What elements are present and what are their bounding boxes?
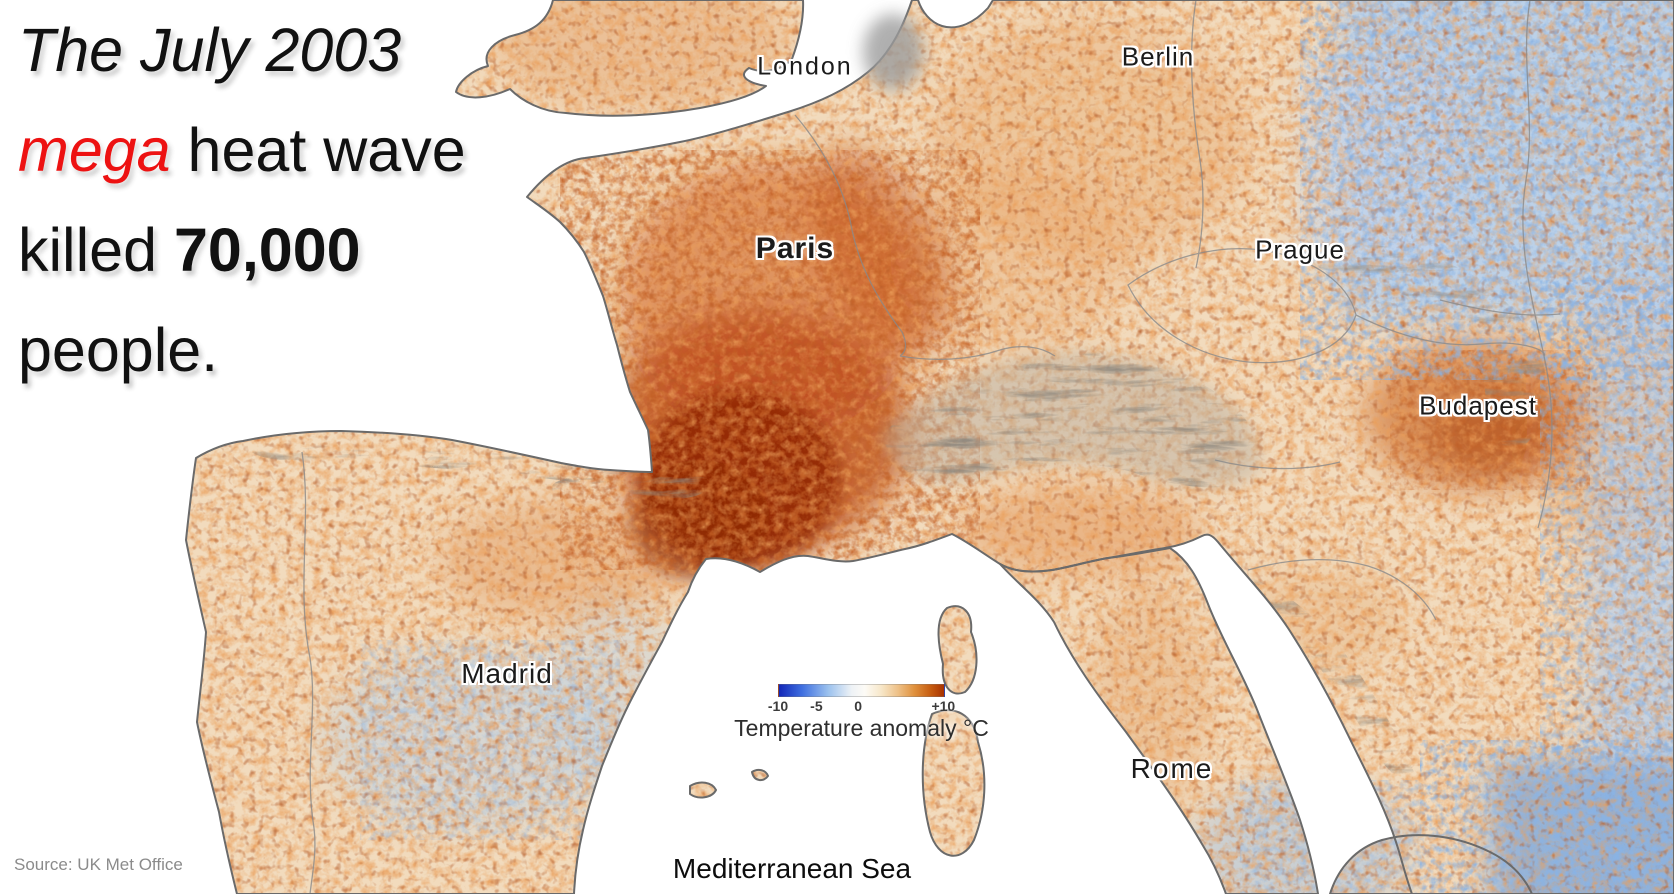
city-label-london: London [757, 52, 853, 81]
city-label-berlin: Berlin [1121, 41, 1195, 72]
sea-label: Mediterranean Sea [672, 853, 912, 884]
city-label-madrid: Madrid [461, 658, 553, 689]
country-borders [301, 0, 1561, 894]
headline-accent: mega [18, 116, 171, 184]
headline-line2-rest: heat wave [170, 116, 466, 184]
source-note: Source: UK Met Office [14, 855, 183, 874]
city-label-paris: Paris [755, 232, 835, 265]
headline-line4: people. [18, 316, 219, 384]
legend: -10 -5 0 +10 Temperature anomaly °C [734, 684, 989, 741]
legend-tick--10: -10 [767, 698, 789, 714]
sea-gray-patch [863, 14, 923, 90]
headline-death-toll: 70,000 [173, 216, 361, 284]
city-label-rome: Rome [1130, 753, 1214, 784]
legend-title: Temperature anomaly °C [734, 715, 989, 741]
city-label-prague: Prague [1255, 234, 1345, 265]
headline-line2: mega heat wave [18, 100, 466, 200]
legend-tick-0: 0 [854, 698, 863, 714]
headline-line3-lead: killed [18, 216, 174, 284]
legend-ticks: -10 -5 0 +10 [768, 697, 955, 714]
headline-line1: The July 2003 [18, 16, 402, 84]
legend-colorbar [778, 684, 945, 697]
headline-line3: killed 70,000 [18, 200, 466, 300]
city-label-budapest: Budapest [1419, 390, 1537, 421]
legend-tick--5: -5 [810, 698, 823, 714]
headline: The July 2003 mega heat wave killed 70,0… [18, 0, 466, 400]
legend-tick-+10: +10 [931, 698, 956, 714]
